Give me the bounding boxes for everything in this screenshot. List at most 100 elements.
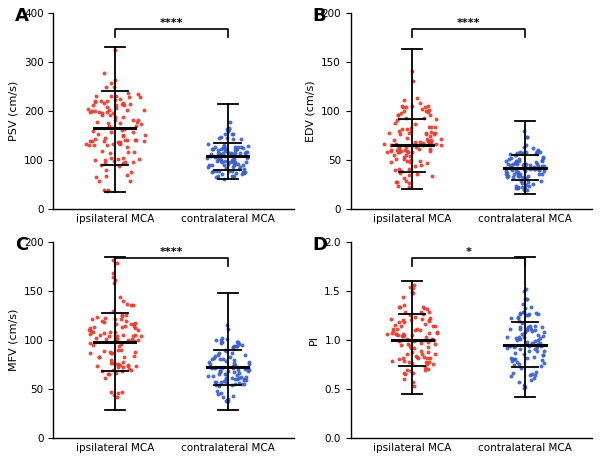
Point (406, 344, 415, 351)
Point (106, 389, 116, 396)
Point (404, 179, 414, 186)
Point (236, 373, 246, 381)
Point (102, 108, 112, 116)
Point (127, 366, 136, 373)
Point (101, 166, 110, 173)
Point (227, 381, 237, 389)
Point (527, 164, 537, 171)
Point (227, 130, 236, 138)
Point (424, 139, 434, 146)
Point (385, 129, 394, 136)
Point (95, 331, 104, 339)
Point (503, 173, 512, 181)
Point (402, 126, 412, 133)
Point (530, 166, 540, 173)
Point (218, 393, 228, 401)
Point (519, 384, 529, 391)
Point (220, 147, 230, 154)
Point (515, 309, 525, 317)
Point (427, 172, 437, 179)
Point (105, 149, 115, 157)
Point (230, 147, 239, 154)
Point (239, 170, 249, 177)
Point (218, 355, 227, 363)
Point (514, 378, 524, 386)
Point (238, 144, 248, 152)
Point (511, 158, 520, 165)
Point (386, 142, 396, 149)
Point (524, 178, 533, 185)
Point (242, 154, 252, 162)
Point (112, 259, 122, 266)
Point (515, 336, 524, 343)
Point (119, 132, 128, 139)
Point (227, 167, 237, 174)
Point (392, 330, 401, 337)
Point (524, 310, 534, 317)
Point (121, 317, 131, 325)
Point (520, 333, 529, 341)
Point (521, 328, 530, 336)
Point (103, 186, 113, 194)
Point (508, 173, 518, 180)
Point (526, 303, 535, 311)
Point (412, 144, 421, 151)
Point (538, 154, 547, 162)
Point (400, 156, 409, 163)
Point (115, 362, 125, 369)
Point (130, 148, 139, 156)
Point (90, 136, 100, 143)
Point (118, 367, 127, 375)
Point (503, 160, 513, 167)
Point (124, 149, 133, 156)
Text: ****: **** (160, 247, 183, 257)
Point (235, 149, 245, 157)
Text: ****: **** (160, 18, 183, 28)
Point (228, 343, 238, 350)
Point (391, 119, 400, 127)
Point (530, 327, 539, 334)
Point (118, 113, 128, 121)
Point (89, 127, 98, 135)
Point (517, 319, 527, 327)
Point (234, 340, 244, 347)
Point (215, 150, 224, 158)
Point (511, 158, 520, 165)
Point (403, 340, 413, 347)
Point (84, 142, 94, 149)
Point (106, 360, 115, 367)
Point (118, 99, 128, 106)
Point (211, 381, 221, 389)
Point (97, 148, 107, 155)
Point (518, 308, 527, 316)
Point (114, 139, 124, 147)
Point (223, 397, 232, 405)
Point (210, 154, 220, 161)
Point (92, 313, 102, 321)
Point (521, 160, 531, 168)
Point (240, 168, 250, 175)
Point (126, 301, 136, 309)
Point (399, 301, 409, 309)
Point (101, 172, 111, 179)
Point (115, 120, 125, 127)
Point (113, 363, 122, 371)
Point (219, 142, 229, 149)
Y-axis label: PI: PI (308, 335, 319, 345)
Point (123, 89, 133, 96)
Point (103, 188, 112, 195)
Point (532, 148, 541, 155)
Point (118, 363, 128, 371)
Point (412, 325, 422, 333)
Point (415, 326, 425, 334)
Point (108, 140, 118, 147)
Point (105, 111, 115, 118)
Point (116, 340, 126, 348)
Point (431, 116, 441, 123)
Point (109, 270, 118, 277)
Point (534, 167, 544, 174)
Point (91, 173, 101, 180)
Point (221, 164, 230, 171)
Point (219, 142, 229, 150)
Point (118, 131, 128, 138)
